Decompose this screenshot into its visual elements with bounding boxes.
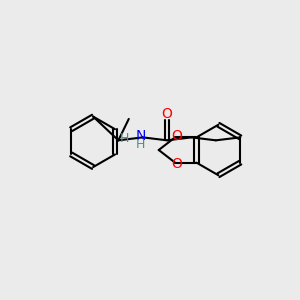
Text: O: O <box>162 107 172 121</box>
Text: H: H <box>136 138 145 151</box>
Text: O: O <box>171 157 182 171</box>
Text: N: N <box>135 129 146 143</box>
Text: O: O <box>171 129 182 143</box>
Text: H: H <box>120 132 130 146</box>
